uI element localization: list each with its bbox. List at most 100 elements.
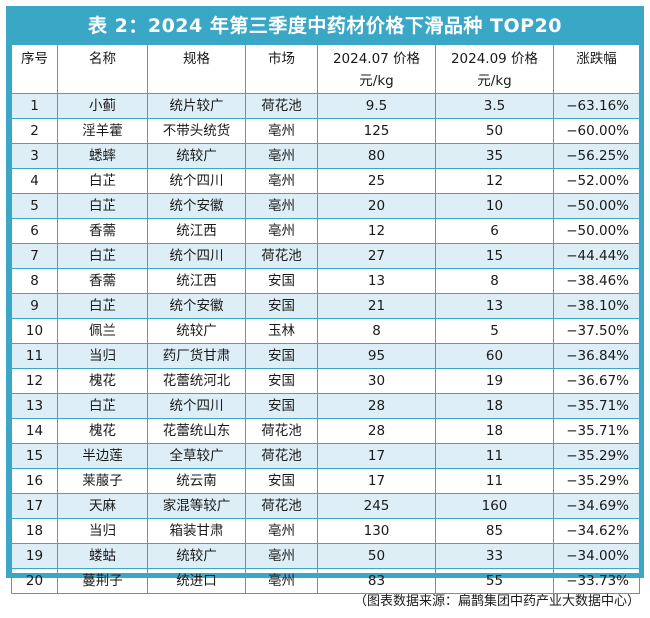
cell-price-2024-07: 20 bbox=[317, 193, 436, 219]
table-row: 11 当归 药厂货甘肃 安国 95 60 −36.84% bbox=[11, 343, 640, 369]
cell-spec: 统较广 bbox=[147, 143, 246, 169]
table-row: 15 半边莲 全草较广 荷花池 17 11 −35.29% bbox=[11, 443, 640, 469]
cell-name: 天麻 bbox=[57, 493, 148, 519]
cell-price-2024-09: 5 bbox=[435, 318, 554, 344]
cell-market: 亳州 bbox=[245, 168, 318, 194]
table-frame: 表 2：2024 年第三季度中药材价格下滑品种 TOP20 序号 名称 规格 市… bbox=[6, 6, 644, 594]
cell-change: −38.46% bbox=[553, 268, 640, 294]
cell-price-2024-09: 18 bbox=[435, 418, 554, 444]
cell-index: 11 bbox=[11, 343, 58, 369]
cell-price-2024-07: 13 bbox=[317, 268, 436, 294]
cell-name: 槐花 bbox=[57, 418, 148, 444]
table-container: 序号 名称 规格 市场 2024.07 价格 元/kg 2024.09 价格 元… bbox=[11, 44, 640, 594]
cell-price-2024-07: 80 bbox=[317, 143, 436, 169]
cell-spec: 不带头统货 bbox=[147, 118, 246, 144]
cell-index: 6 bbox=[11, 218, 58, 244]
header-market: 市场 bbox=[245, 44, 318, 94]
cell-name: 莱菔子 bbox=[57, 468, 148, 494]
cell-name: 白芷 bbox=[57, 293, 148, 319]
source-note: （图表数据来源：扁鹊集团中药产业大数据中心） bbox=[353, 594, 640, 609]
table-row: 14 槐花 花蕾统山东 荷花池 28 18 −35.71% bbox=[11, 418, 640, 444]
cell-price-2024-07: 27 bbox=[317, 243, 436, 269]
cell-price-2024-09: 160 bbox=[435, 493, 554, 519]
cell-index: 7 bbox=[11, 243, 58, 269]
table-row: 12 槐花 花蕾统河北 安国 30 19 −36.67% bbox=[11, 368, 640, 394]
table-row: 5 白芷 统个安徽 亳州 20 10 −50.00% bbox=[11, 193, 640, 219]
cell-spec: 花蕾统河北 bbox=[147, 368, 246, 394]
cell-change: −52.00% bbox=[553, 168, 640, 194]
cell-name: 小蓟 bbox=[57, 93, 148, 119]
cell-index: 8 bbox=[11, 268, 58, 294]
cell-price-2024-09: 15 bbox=[435, 243, 554, 269]
cell-market: 安国 bbox=[245, 468, 318, 494]
cell-price-2024-09: 10 bbox=[435, 193, 554, 219]
cell-index: 3 bbox=[11, 143, 58, 169]
cell-price-2024-09: 50 bbox=[435, 118, 554, 144]
header-price-2024-07-label: 2024.07 价格 bbox=[332, 51, 421, 67]
cell-price-2024-09: 3.5 bbox=[435, 93, 554, 119]
cell-price-2024-07: 25 bbox=[317, 168, 436, 194]
cell-change: −50.00% bbox=[553, 218, 640, 244]
cell-index: 19 bbox=[11, 543, 58, 569]
cell-price-2024-07: 30 bbox=[317, 368, 436, 394]
cell-index: 1 bbox=[11, 93, 58, 119]
cell-name: 白芷 bbox=[57, 393, 148, 419]
cell-change: −34.69% bbox=[553, 493, 640, 519]
cell-name: 白芷 bbox=[57, 193, 148, 219]
cell-price-2024-09: 60 bbox=[435, 343, 554, 369]
table-row: 17 天麻 家混等较广 荷花池 245 160 −34.69% bbox=[11, 493, 640, 519]
cell-spec: 箱装甘肃 bbox=[147, 518, 246, 544]
cell-spec: 统较广 bbox=[147, 318, 246, 344]
table-body: 1 小蓟 统片较广 荷花池 9.5 3.5 −63.16% 2 淫羊藿 不带头统货 亳州 125 50−… bbox=[11, 93, 640, 594]
cell-market: 安国 bbox=[245, 293, 318, 319]
cell-price-2024-07: 21 bbox=[317, 293, 436, 319]
cell-change: −33.73% bbox=[553, 568, 640, 594]
cell-spec: 统个四川 bbox=[147, 243, 246, 269]
cell-price-2024-09: 6 bbox=[435, 218, 554, 244]
cell-index: 17 bbox=[11, 493, 58, 519]
table-row: 9 白芷 统个安徽 安国 21 13 −38.10% bbox=[11, 293, 640, 319]
price-decline-table: 序号 名称 规格 市场 2024.07 价格 元/kg 2024.09 价格 元… bbox=[11, 44, 640, 594]
cell-change: −36.84% bbox=[553, 343, 640, 369]
cell-spec: 统较广 bbox=[147, 543, 246, 569]
cell-name: 当归 bbox=[57, 343, 148, 369]
cell-index: 9 bbox=[11, 293, 58, 319]
header-change: 涨跌幅 bbox=[553, 44, 640, 94]
cell-change: −35.29% bbox=[553, 443, 640, 469]
cell-price-2024-07: 28 bbox=[317, 393, 436, 419]
table-row: 13 白芷 统个四川 安国 28 18 −35.71% bbox=[11, 393, 640, 419]
table-title: 表 2：2024 年第三季度中药材价格下滑品种 TOP20 bbox=[88, 14, 562, 37]
cell-change: −50.00% bbox=[553, 193, 640, 219]
cell-market: 亳州 bbox=[245, 143, 318, 169]
cell-change: −44.44% bbox=[553, 243, 640, 269]
cell-index: 13 bbox=[11, 393, 58, 419]
cell-index: 18 bbox=[11, 518, 58, 544]
cell-spec: 花蕾统山东 bbox=[147, 418, 246, 444]
header-price-2024-09-label: 2024.09 价格 bbox=[450, 51, 539, 67]
cell-price-2024-07: 12 bbox=[317, 218, 436, 244]
cell-index: 12 bbox=[11, 368, 58, 394]
table-row: 18 当归 箱装甘肃 亳州 130 85 −34.62% bbox=[11, 518, 640, 544]
table-row: 7 白芷 统个四川 荷花池 27 15 −44.44% bbox=[11, 243, 640, 269]
header-price-2024-09-unit: 元/kg bbox=[477, 73, 512, 89]
cell-market: 安国 bbox=[245, 343, 318, 369]
cell-change: −35.71% bbox=[553, 393, 640, 419]
cell-index: 4 bbox=[11, 168, 58, 194]
cell-price-2024-09: 33 bbox=[435, 543, 554, 569]
cell-market: 荷花池 bbox=[245, 443, 318, 469]
cell-market: 安国 bbox=[245, 393, 318, 419]
table-row: 3 蟋蟀 统较广 亳州 80 35 −56.25% bbox=[11, 143, 640, 169]
cell-spec: 统江西 bbox=[147, 268, 246, 294]
cell-spec: 统个安徽 bbox=[147, 193, 246, 219]
cell-change: −60.00% bbox=[553, 118, 640, 144]
cell-index: 5 bbox=[11, 193, 58, 219]
cell-name: 槐花 bbox=[57, 368, 148, 394]
cell-market: 安国 bbox=[245, 368, 318, 394]
cell-spec: 统江西 bbox=[147, 218, 246, 244]
cell-price-2024-09: 18 bbox=[435, 393, 554, 419]
cell-spec: 统个四川 bbox=[147, 393, 246, 419]
table-row: 2 淫羊藿 不带头统货 亳州 125 50 −60.00% bbox=[11, 118, 640, 144]
cell-price-2024-07: 28 bbox=[317, 418, 436, 444]
cell-spec: 统个四川 bbox=[147, 168, 246, 194]
table-row: 10 佩兰 统较广 玉林 8 5 −37.50% bbox=[11, 318, 640, 344]
